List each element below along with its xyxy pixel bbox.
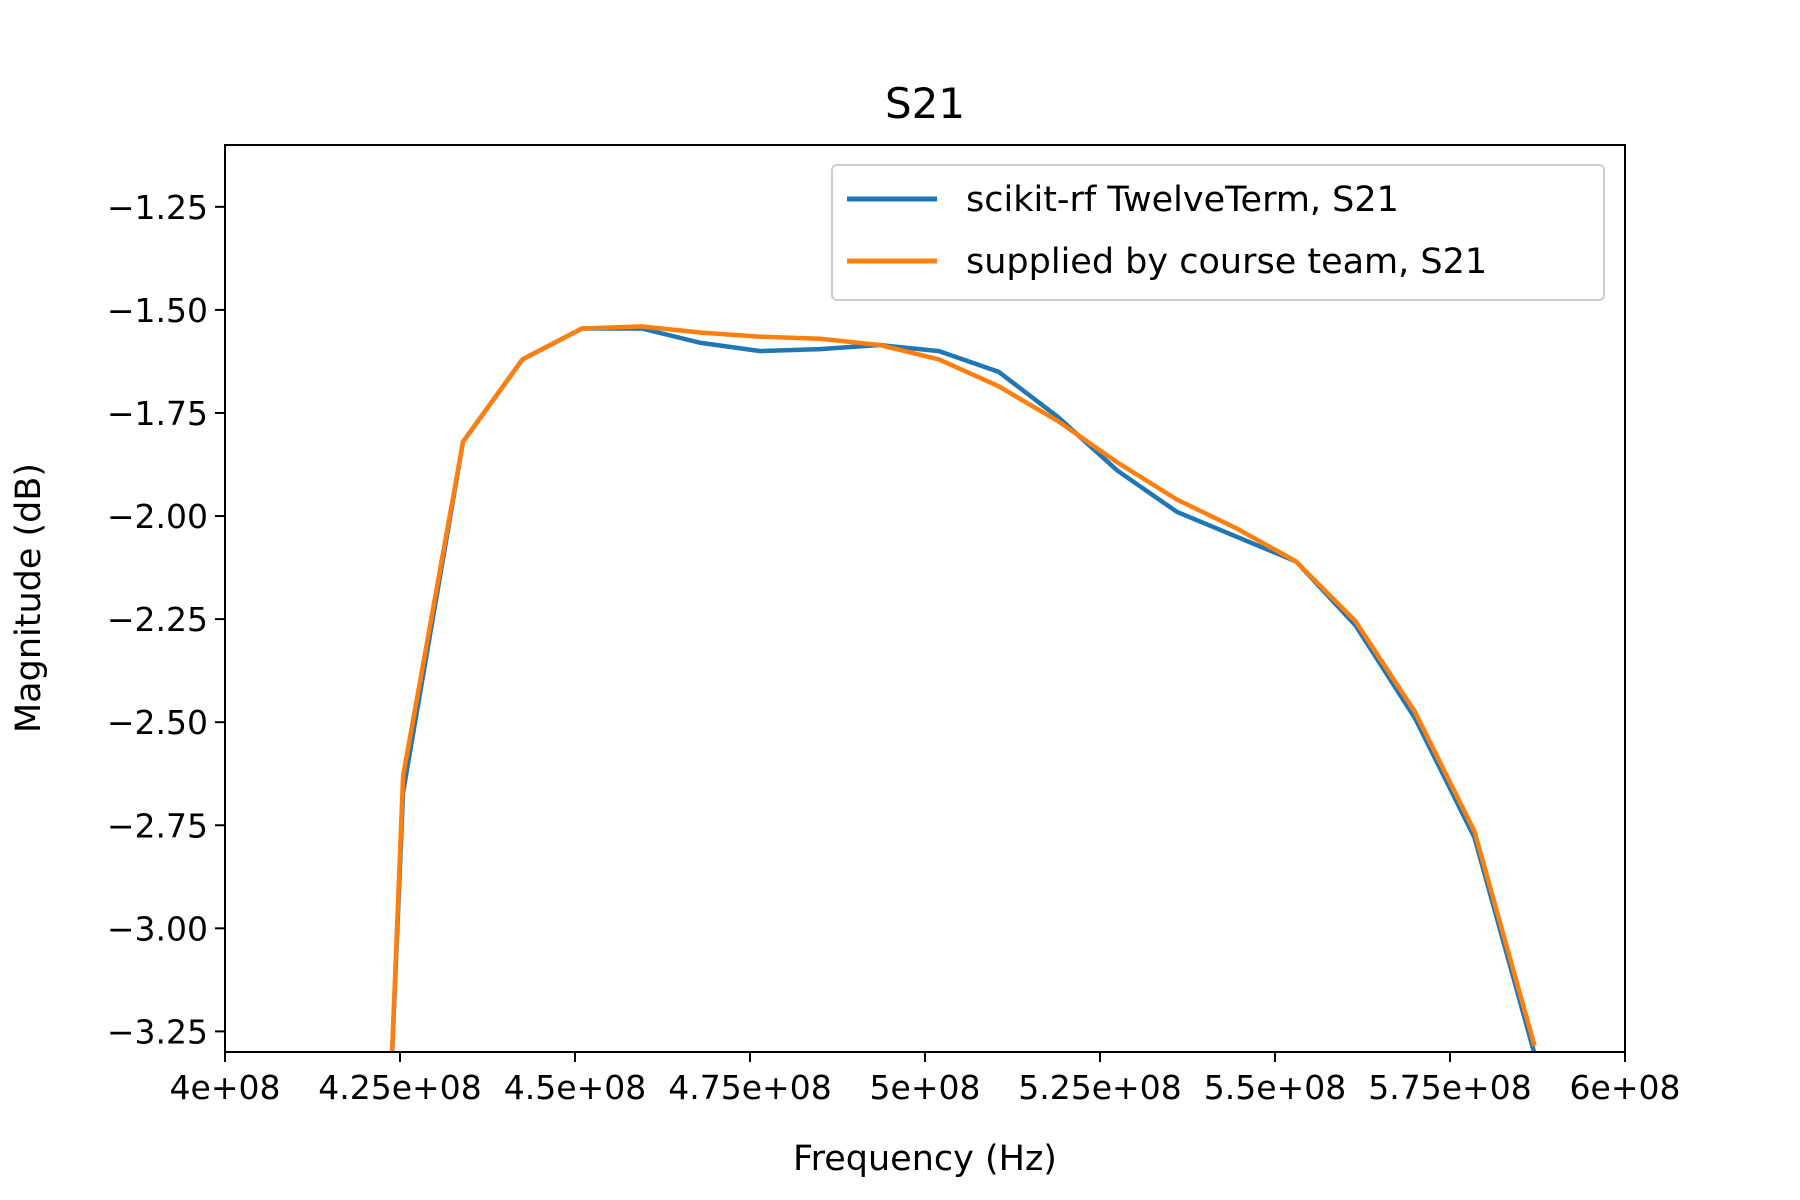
x-axis-label: Frequency (Hz) [793,1139,1057,1179]
y-tick-label: −2.75 [107,806,208,845]
x-tick-label: 4e+08 [170,1068,281,1107]
y-axis-label: Magnitude (dB) [9,463,49,733]
x-tick-label: 4.75e+08 [668,1068,831,1107]
x-tick-label: 5.75e+08 [1368,1068,1531,1107]
chart-title: S21 [885,79,965,128]
x-tick-label: 4.5e+08 [504,1068,646,1107]
x-axis: 4e+08 4.25e+08 4.5e+08 4.75e+08 5e+08 5.25e+0… [170,1052,1681,1107]
y-tick-label: −1.25 [107,188,208,227]
x-tick-label: 6e+08 [1570,1068,1681,1107]
legend: scikit-rf TwelveTerm, S21 supplied by co… [831,164,1605,301]
y-tick-label: −1.75 [107,394,208,433]
x-tick-label: 4.25e+08 [318,1068,481,1107]
y-tick-label: −1.50 [107,291,208,330]
y-tick-label: −2.25 [107,600,208,639]
x-tick-label: 5.5e+08 [1204,1068,1346,1107]
y-axis: −1.25 −1.50 −1.75 −2.00 −2.25 −2.50 −2.75 −3.00… [107,188,225,1051]
y-tick-label: −3.00 [107,909,208,948]
series-line-0 [389,326,1537,1052]
legend-box [831,164,1605,301]
legend-label-0: scikit-rf TwelveTerm, S21 [966,180,1399,220]
y-tick-label: −2.50 [107,703,208,742]
x-tick-label: 5e+08 [870,1068,981,1107]
x-tick-label: 5.25e+08 [1018,1068,1181,1107]
y-tick-label: −3.25 [107,1012,208,1051]
y-tick-label: −2.00 [107,497,208,536]
legend-label-1: supplied by course team, S21 [966,242,1487,282]
series-line-1 [389,324,1537,1052]
series-layer [389,324,1537,1052]
